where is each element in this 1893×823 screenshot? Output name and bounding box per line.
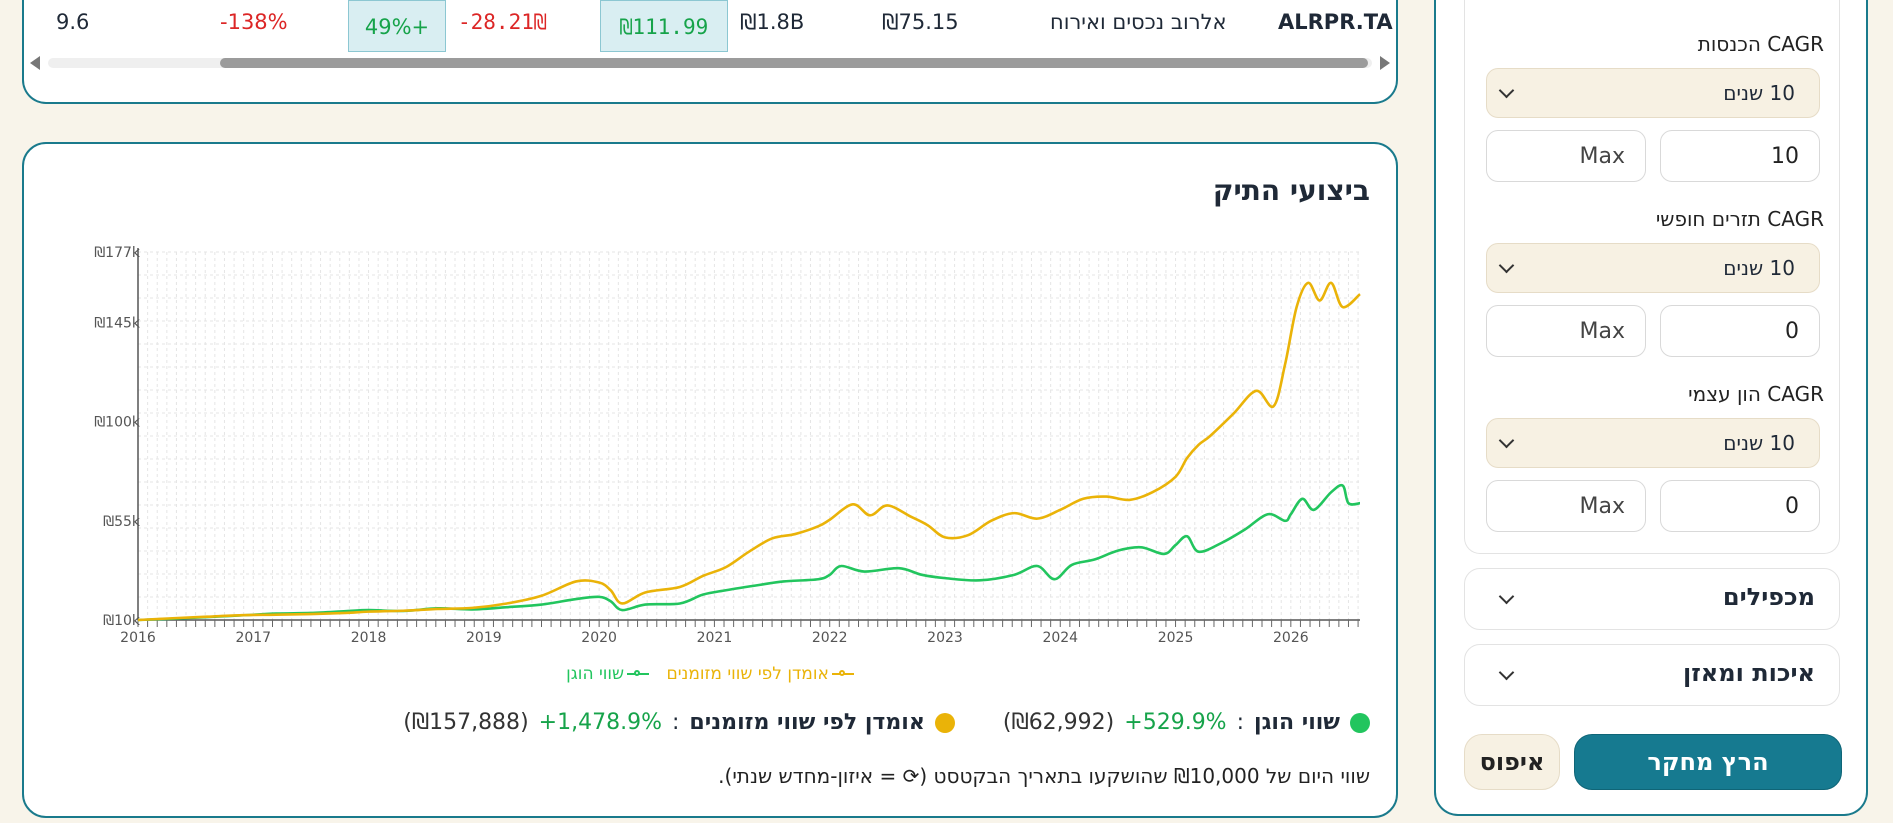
accordion-multiples[interactable]: מכפילים	[1464, 568, 1840, 630]
summary-pct: 529.9%+	[1124, 710, 1227, 735]
cell-prev-fragment: 9.6	[56, 10, 90, 34]
accordion-label: מכפילים	[1722, 583, 1815, 611]
legend-line-marker-icon	[831, 668, 854, 680]
chart-legend: אומדן לפי שווי מזומנים שווי הוגן	[24, 664, 1396, 685]
legend-label-fair-value: שווי הוגן	[566, 664, 625, 684]
yellow-dot-icon	[934, 712, 955, 733]
accordion-label: איכות ומאזן	[1682, 659, 1815, 687]
equity-cagr-max-input[interactable]	[1486, 480, 1646, 532]
x-tick-label: 2016	[120, 630, 156, 646]
horizontal-scrollbar[interactable]	[30, 56, 1390, 70]
fcf-cagr-min-input[interactable]	[1660, 305, 1820, 357]
x-tick-label: 2017	[235, 630, 271, 646]
legend-line-marker-icon	[627, 668, 650, 680]
summary-cash-estimate: אומדן לפי שווי מזומנים : 1,478.9%+ (₪157…	[403, 710, 955, 735]
select-value: 10 שנים	[1723, 431, 1795, 455]
x-tick-label: 2021	[697, 630, 733, 646]
cell-fair-value: ₪111.99	[600, 0, 728, 52]
scroll-thumb[interactable]	[220, 58, 1368, 68]
run-research-button[interactable]: הרץ מחקר	[1574, 734, 1842, 790]
revenue-cagr-label: CAGR הכנסות	[1697, 32, 1824, 56]
reset-button[interactable]: איפוס	[1464, 734, 1560, 790]
chevron-down-icon	[1498, 432, 1515, 449]
scroll-right-arrow-icon[interactable]	[1380, 56, 1390, 70]
revenue-cagr-max-input[interactable]	[1486, 130, 1646, 182]
summary-fair-value: שווי הוגן : 529.9%+ (₪62,992)	[1003, 710, 1370, 735]
summary-colon: :	[1236, 710, 1245, 735]
fcf-cagr-period-select[interactable]: 10 שנים	[1486, 243, 1820, 293]
cell-change-pct: -138%	[220, 10, 288, 34]
chevron-down-icon	[1498, 257, 1515, 274]
legend-item-fair-value[interactable]: שווי הוגן	[566, 664, 650, 684]
x-tick-label: 2026	[1273, 630, 1309, 646]
equity-cagr-min-input[interactable]	[1660, 480, 1820, 532]
performance-chart: ₪10k ₪55k ₪100k ₪145k ₪177k 2016 2017 2018 2019 2…	[94, 245, 1361, 646]
results-table-card: 9.6 -138% 49%+ -28.21₪ ₪111.99 ₪1.8B ₪75…	[22, 0, 1398, 104]
summary-value: (₪62,992)	[1002, 710, 1115, 735]
chevron-down-icon	[1498, 82, 1515, 99]
accordion-quality-balance[interactable]: איכות ומאזן	[1464, 644, 1840, 706]
fcf-cagr-label: CAGR תזרים חופשי	[1655, 207, 1824, 231]
scroll-left-arrow-icon[interactable]	[30, 56, 40, 70]
green-dot-icon	[1350, 712, 1370, 733]
cell-company-name: אלרוב נכסים ואירוח	[1050, 10, 1227, 34]
select-value: 10 שנים	[1723, 81, 1795, 105]
chart-title: ביצועי התיק	[1212, 174, 1370, 207]
x-tick-label: 2022	[812, 630, 848, 646]
table-row[interactable]: 9.6 -138% 49%+ -28.21₪ ₪111.99 ₪1.8B ₪75…	[24, 0, 1396, 52]
x-tick-label: 2019	[466, 630, 502, 646]
equity-cagr-period-select[interactable]: 10 שנים	[1486, 418, 1820, 468]
summary-value: (₪157,888)	[403, 710, 529, 735]
filter-panel: CAGR הכנסות 10 שנים CAGR תזרים חופשי 10 …	[1434, 0, 1868, 816]
x-tick-label: 2023	[927, 630, 963, 646]
revenue-cagr-min-input[interactable]	[1660, 130, 1820, 182]
fcf-cagr-max-input[interactable]	[1486, 305, 1646, 357]
legend-label-cash-estimate: אומדן לפי שווי מזומנים	[666, 664, 829, 684]
y-tick-label: ₪177k	[94, 245, 141, 261]
portfolio-performance-card: ביצועי התיק ₪10k ₪55k ₪100k ₪145k ₪177k 2016 2…	[22, 142, 1398, 818]
chevron-down-icon	[1498, 664, 1515, 681]
y-tick-label: ₪55k	[103, 514, 141, 530]
cell-upside-abs: -28.21₪	[458, 10, 547, 34]
revenue-cagr-period-select[interactable]: 10 שנים	[1486, 68, 1820, 118]
summary-colon: :	[671, 710, 680, 735]
x-tick-label: 2018	[351, 630, 387, 646]
chevron-down-icon	[1498, 588, 1515, 605]
summary-pct: 1,478.9%+	[538, 710, 662, 735]
cell-symbol[interactable]: ALRPR.TA	[1278, 10, 1393, 34]
y-tick-label: ₪10k	[103, 613, 141, 629]
chart-footnote: שווי היום של ₪10,000 שהושקעו בתאריך הבקט…	[718, 764, 1370, 788]
cell-price: ₪75.15	[882, 10, 959, 34]
cell-market-cap: ₪1.8B	[740, 10, 805, 34]
summary-label: שווי הוגן	[1254, 710, 1340, 735]
y-tick-label: ₪100k	[94, 415, 141, 431]
x-tick-label: 2024	[1042, 630, 1078, 646]
x-tick-label: 2025	[1158, 630, 1194, 646]
select-value: 10 שנים	[1723, 256, 1795, 280]
summary-label: אומדן לפי שווי מזומנים	[689, 710, 925, 735]
series-line-cash-estimate	[137, 281, 1361, 622]
equity-cagr-label: CAGR הון עצמי	[1688, 382, 1824, 406]
y-tick-label: ₪145k	[94, 316, 141, 332]
performance-summary: שווי הוגן : 529.9%+ (₪62,992) אומדן לפי …	[44, 710, 1370, 735]
legend-item-cash-estimate[interactable]: אומדן לפי שווי מזומנים	[666, 664, 854, 684]
x-tick-label: 2020	[581, 630, 617, 646]
cell-upside-pct: 49%+	[348, 0, 446, 52]
